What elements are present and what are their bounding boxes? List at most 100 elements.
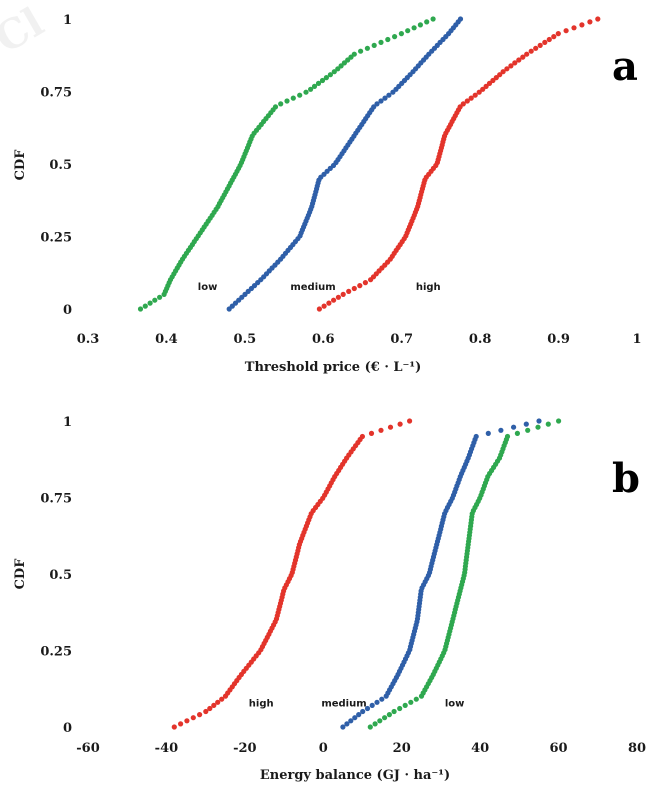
data-point-low (367, 724, 373, 730)
panel-a-x-ticks: 0.3 0.4 0.5 0.6 0.7 0.8 0.9 1 (77, 332, 642, 347)
data-point-high (524, 51, 530, 57)
data-point-low (315, 80, 322, 86)
data-point-medium (536, 418, 542, 424)
data-point-high (571, 25, 577, 31)
data-point-low (311, 83, 318, 89)
data-point-high (595, 16, 601, 22)
data-point-low (272, 104, 279, 110)
data-point-high (490, 77, 496, 84)
series-label-medium: medium (290, 282, 335, 293)
panel-b-series-labels: high medium low (249, 699, 465, 710)
x-tick-label: -60 (76, 741, 100, 756)
data-point-low (378, 39, 384, 46)
data-point-high (340, 291, 346, 297)
x-tick-label: 1 (632, 332, 641, 347)
data-point-low (371, 42, 377, 49)
data-point-low (424, 19, 430, 25)
data-point-high (387, 424, 394, 430)
panel-a-x-axis-title: Threshold price (€ · L⁻¹) (245, 360, 421, 375)
panel-b-x-axis-title: Energy balance (GJ · ha⁻¹) (260, 768, 450, 783)
data-point-low (417, 22, 423, 28)
data-point-low (147, 300, 153, 306)
data-point-high (533, 45, 539, 51)
x-tick-label: 0.7 (390, 332, 413, 347)
data-point-high (555, 30, 561, 37)
series-label-medium: medium (321, 699, 366, 710)
data-point-low (391, 708, 397, 715)
data-point-low (525, 427, 531, 433)
data-point-high (551, 34, 557, 40)
watermark: Cl (0, 0, 51, 63)
data-point-high (579, 22, 585, 28)
y-tick-label: 1 (63, 415, 72, 430)
panel-b-letter: b (612, 455, 640, 502)
data-point-high (497, 72, 503, 78)
x-tick-label: 40 (471, 741, 489, 756)
data-point-low (327, 72, 333, 78)
y-tick-label: 0 (63, 303, 72, 318)
data-point-high (397, 421, 403, 427)
data-point-medium (364, 705, 371, 712)
data-point-high (512, 60, 518, 66)
x-tick-label: 0.8 (469, 332, 492, 347)
data-point-high (587, 19, 593, 25)
panel-b-y-axis-title: CDF (13, 558, 28, 590)
data-point-low (385, 36, 391, 43)
x-tick-label: -40 (155, 741, 179, 756)
data-point-high (357, 283, 363, 289)
data-point-medium (374, 699, 380, 705)
data-point-high (468, 95, 474, 101)
data-point-low (372, 721, 378, 727)
data-point-high (500, 69, 506, 75)
data-point-low (351, 51, 357, 57)
x-tick-label: 0.3 (77, 332, 100, 347)
data-point-high (346, 288, 352, 294)
x-tick-label: 0.9 (547, 332, 570, 347)
data-point-high (528, 48, 534, 54)
data-point-high (215, 699, 221, 705)
data-point-low (402, 702, 408, 709)
data-point-high (362, 280, 368, 286)
data-point-high (171, 724, 177, 730)
data-point-medium (386, 92, 392, 98)
data-point-high (537, 42, 543, 49)
data-point-high (504, 66, 510, 72)
data-point-medium (352, 715, 358, 721)
data-point-low (386, 712, 392, 718)
data-point-high (321, 303, 327, 309)
data-point-high (480, 86, 486, 92)
data-point-high (368, 430, 375, 436)
data-point-low (152, 297, 158, 303)
data-point-medium (510, 424, 517, 430)
data-point-low (137, 306, 144, 312)
data-point-low (278, 101, 284, 107)
x-tick-label: 0 (319, 741, 328, 756)
data-point-high (486, 80, 493, 86)
data-point-high (464, 98, 470, 104)
data-point-medium (382, 95, 388, 101)
data-point-high (508, 63, 514, 69)
data-point-low (382, 715, 388, 721)
data-point-medium (348, 718, 354, 724)
data-point-low (319, 77, 326, 84)
data-point-low (290, 95, 296, 101)
data-point-medium (356, 712, 362, 718)
data-point-high (190, 715, 196, 721)
data-point-medium (374, 101, 380, 107)
data-point-high (493, 75, 499, 81)
data-point-high (378, 427, 384, 433)
data-point-high (178, 721, 184, 727)
data-point-low (392, 34, 398, 40)
panel-a-letter: a (612, 43, 638, 90)
y-tick-label: 0 (63, 721, 72, 736)
x-tick-label: 0.6 (312, 332, 335, 347)
data-point-medium (379, 696, 385, 702)
data-point-high (476, 89, 482, 95)
data-point-low (430, 16, 436, 22)
data-point-high (483, 83, 489, 89)
y-tick-label: 0.75 (40, 492, 72, 507)
panel-b-chart: CDF Energy balance (GJ · ha⁻¹) b 0 0.25 0.… (13, 415, 646, 783)
data-point-medium (344, 721, 350, 727)
data-point-low (323, 75, 329, 81)
